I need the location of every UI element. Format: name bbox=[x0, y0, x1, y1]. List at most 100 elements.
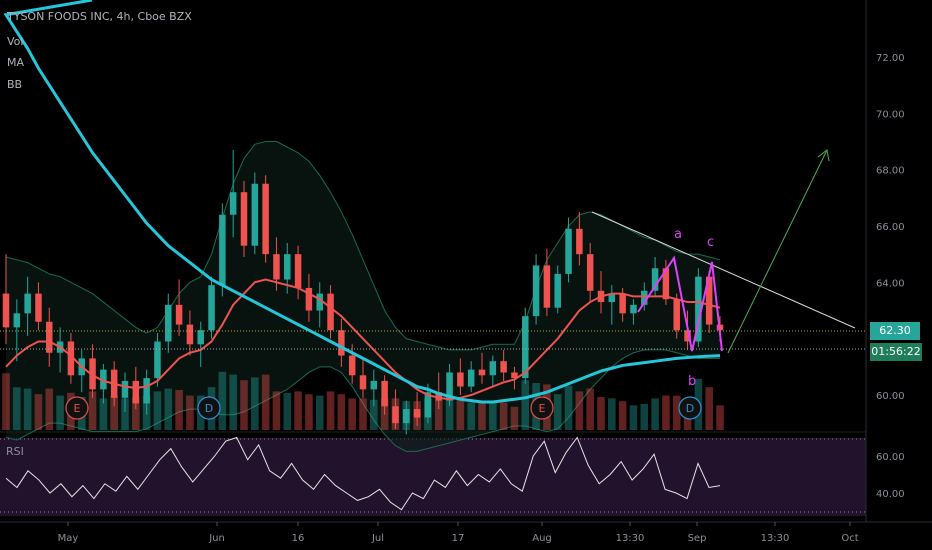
candle-body bbox=[500, 361, 507, 373]
axes: 72.00 70.00 68.00 66.00 64.00 60.00 60.00 40.00… bbox=[58, 53, 905, 544]
candle-body bbox=[424, 392, 432, 418]
projection-arrow bbox=[727, 149, 828, 354]
volume-bar bbox=[34, 394, 43, 430]
candle-body bbox=[100, 369, 107, 390]
bb-fill bbox=[6, 141, 720, 452]
volume-bar bbox=[99, 398, 108, 430]
candle-body bbox=[576, 228, 583, 255]
volume-bar bbox=[499, 402, 508, 430]
candle-body bbox=[467, 369, 475, 387]
indicator-ma[interactable]: MA bbox=[7, 56, 25, 69]
candle-body bbox=[229, 192, 237, 215]
time-tick-label: May bbox=[58, 533, 79, 544]
volume-bar bbox=[45, 388, 54, 430]
volume-bar bbox=[370, 399, 378, 430]
last-price-tag: 62.30 bbox=[870, 322, 920, 340]
dividend-marker-label: D bbox=[205, 402, 213, 415]
volume-bar bbox=[434, 399, 443, 430]
candle-body bbox=[543, 265, 551, 308]
candle-body bbox=[608, 293, 616, 303]
bb-upper-line bbox=[5, 141, 721, 351]
candle-body bbox=[554, 273, 561, 308]
abc-pattern-line bbox=[637, 255, 723, 352]
volume-bar bbox=[13, 387, 21, 430]
candle-body bbox=[132, 380, 140, 404]
candle-body bbox=[457, 372, 464, 387]
countdown-tag: 01:56:22 bbox=[870, 343, 922, 361]
candle-body bbox=[2, 293, 10, 328]
price-tick-label: 70.00 bbox=[876, 109, 905, 120]
candle-body bbox=[284, 254, 291, 280]
pattern-label-c[interactable]: c bbox=[707, 235, 714, 250]
volume-bar bbox=[348, 398, 356, 430]
event-marker-earnings: E bbox=[530, 396, 554, 420]
candle-body bbox=[695, 276, 702, 342]
candle-body bbox=[532, 265, 540, 317]
volume-bar bbox=[672, 395, 681, 430]
earnings-marker-circle bbox=[65, 396, 89, 420]
volume-bar bbox=[315, 395, 324, 430]
event-marker-dividend: D bbox=[678, 396, 702, 420]
candle-body bbox=[651, 268, 659, 291]
volume-bar bbox=[56, 395, 64, 430]
volume-bar bbox=[110, 395, 118, 430]
price-tick-label: 72.00 bbox=[876, 53, 905, 64]
indicator-bb[interactable]: BB bbox=[7, 78, 23, 91]
candle-body bbox=[294, 254, 302, 288]
pattern-label-b[interactable]: b bbox=[688, 374, 696, 389]
volume-bar bbox=[326, 391, 335, 430]
volume-bar bbox=[294, 391, 302, 430]
event-marker-dividend: D bbox=[197, 396, 221, 420]
drawings[interactable] bbox=[591, 149, 856, 354]
candle-body bbox=[511, 372, 518, 379]
time-tick-label: Aug bbox=[532, 533, 552, 544]
volume-bar bbox=[597, 397, 605, 430]
volume-bar bbox=[456, 399, 465, 430]
volume-bar bbox=[2, 373, 10, 430]
ma-long-line bbox=[3, 0, 721, 404]
volume-bar bbox=[564, 385, 573, 430]
volume-bar bbox=[586, 388, 594, 430]
volume-bar bbox=[229, 374, 237, 430]
bb-lower-line bbox=[5, 349, 720, 452]
candle-body bbox=[24, 293, 31, 314]
volume-bar bbox=[251, 377, 259, 430]
candles bbox=[2, 149, 724, 435]
volume-bar bbox=[164, 388, 173, 430]
candle-body bbox=[197, 330, 204, 345]
candle-body bbox=[705, 276, 713, 325]
price-tick-label: 64.00 bbox=[876, 278, 905, 289]
volume-bar bbox=[651, 398, 659, 430]
volume-bar bbox=[467, 402, 475, 430]
candle-body bbox=[348, 355, 356, 376]
rsi-band bbox=[0, 438, 866, 516]
moving-averages bbox=[3, 0, 721, 404]
candle-body bbox=[586, 254, 594, 291]
candle-body bbox=[35, 293, 42, 322]
time-tick-label: Jul bbox=[371, 533, 384, 544]
pattern-label-a[interactable]: a bbox=[674, 227, 682, 242]
candle-body bbox=[359, 375, 367, 390]
candle-body bbox=[175, 304, 183, 325]
candle-body bbox=[273, 254, 280, 280]
candle-body bbox=[208, 285, 215, 331]
candle-body bbox=[316, 293, 323, 311]
candle-body bbox=[327, 293, 334, 331]
volume-bar bbox=[272, 391, 281, 430]
symbol-title[interactable]: TYSON FOODS INC, 4h, Cboe BZX bbox=[7, 10, 192, 23]
bollinger-bands bbox=[5, 141, 721, 452]
volume-bar bbox=[553, 394, 562, 430]
candle-body bbox=[251, 183, 259, 246]
volume-bar bbox=[640, 404, 649, 430]
candle-body bbox=[403, 409, 410, 424]
time-tick-label: 13:30 bbox=[616, 533, 645, 544]
dividend-marker-circle bbox=[678, 396, 702, 420]
rsi-line bbox=[5, 436, 721, 511]
candle-body bbox=[478, 369, 486, 376]
ma-short-line bbox=[5, 278, 721, 401]
indicator-vol[interactable]: Vol bbox=[7, 35, 24, 48]
earnings-marker-circle bbox=[530, 396, 554, 420]
price-tick-label: 68.00 bbox=[876, 166, 905, 177]
